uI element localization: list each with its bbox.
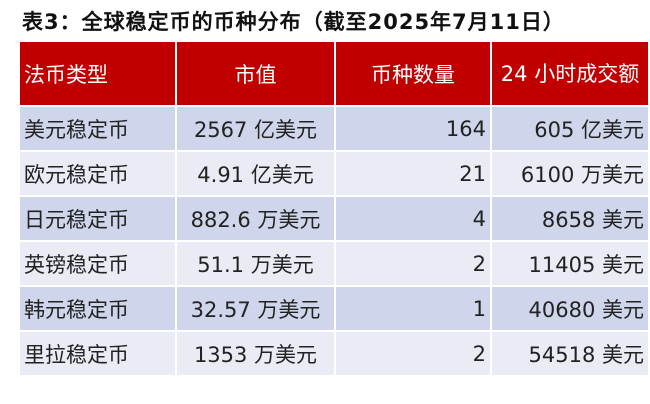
- table-cell: 4.91 亿美元: [175, 150, 336, 197]
- header-cell: 币种数量: [334, 40, 492, 107]
- table-cell: 8658 美元: [490, 195, 650, 242]
- table-row: 英镑稳定币 51.1 万美元 2 11405 美元: [18, 240, 650, 287]
- header-cell: 市值: [175, 40, 336, 107]
- stablecoin-table: 法币类型 市值 币种数量 24 小时成交额 美元稳定币 2567 亿美元 164 60…: [18, 40, 650, 377]
- header-row: 法币类型 市值 币种数量 24 小时成交额: [18, 40, 650, 107]
- table-row: 日元稳定币 882.6 万美元 4 8658 美元: [18, 195, 650, 242]
- table-cell: 11405 美元: [490, 240, 650, 287]
- table-row: 美元稳定币 2567 亿美元 164 605 亿美元: [18, 105, 650, 152]
- table-cell: 51.1 万美元: [175, 240, 336, 287]
- table-cell: 1353 万美元: [175, 330, 336, 377]
- table-cell: 54518 美元: [490, 330, 650, 377]
- table-cell: 日元稳定币: [18, 195, 177, 242]
- table-cell: 美元稳定币: [18, 105, 177, 152]
- table-cell: 605 亿美元: [490, 105, 650, 152]
- header-cell: 24 小时成交额: [490, 40, 650, 107]
- table-cell: 4: [334, 195, 492, 242]
- header-cell: 法币类型: [18, 40, 177, 107]
- table-cell: 882.6 万美元: [175, 195, 336, 242]
- table-cell: 里拉稳定币: [18, 330, 177, 377]
- table-row: 韩元稳定币 32.57 万美元 1 40680 美元: [18, 285, 650, 332]
- table-cell: 164: [334, 105, 492, 152]
- table-cell: 40680 美元: [490, 285, 650, 332]
- table-cell: 2: [334, 330, 492, 377]
- table-cell: 2567 亿美元: [175, 105, 336, 152]
- table-cell: 2: [334, 240, 492, 287]
- table-row: 欧元稳定币 4.91 亿美元 21 6100 万美元: [18, 150, 650, 197]
- table-title: 表3：全球稳定币的币种分布（截至2025年7月11日）: [22, 10, 565, 34]
- table-cell: 英镑稳定币: [18, 240, 177, 287]
- table-row: 里拉稳定币 1353 万美元 2 54518 美元: [18, 330, 650, 377]
- table-cell: 1: [334, 285, 492, 332]
- table-cell: 6100 万美元: [490, 150, 650, 197]
- table-cell: 32.57 万美元: [175, 285, 336, 332]
- table-cell: 21: [334, 150, 492, 197]
- table-cell: 韩元稳定币: [18, 285, 177, 332]
- table-cell: 欧元稳定币: [18, 150, 177, 197]
